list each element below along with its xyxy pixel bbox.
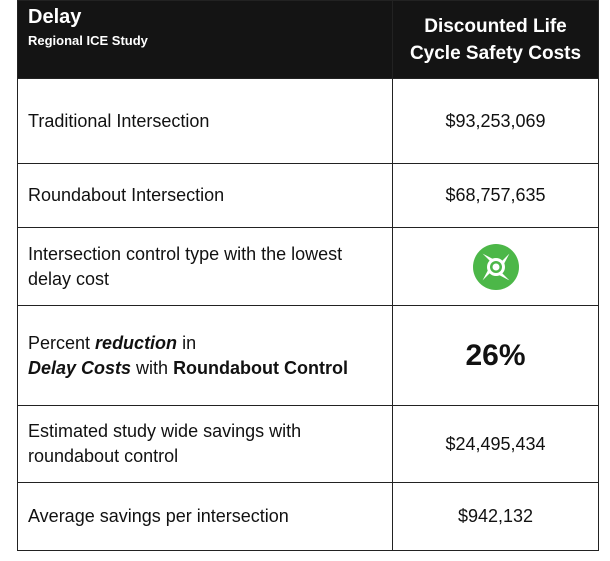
- table-title: Delay: [28, 6, 82, 28]
- row-value: $942,132: [392, 482, 599, 551]
- row-label: Roundabout Intersection: [17, 163, 393, 228]
- row-label: Traditional Intersection: [17, 78, 393, 164]
- row-label: Estimated study wide savings with rounda…: [17, 405, 393, 483]
- table-subtitle: Regional ICE Study: [28, 33, 148, 48]
- row: Intersection control type with the lowes…: [17, 227, 599, 306]
- text: with: [131, 357, 174, 378]
- header-row: Delay Regional ICE Study Discounted Life…: [17, 0, 599, 79]
- row-value: $93,253,069: [392, 78, 599, 164]
- row-label: Intersection control type with the lowes…: [17, 227, 393, 306]
- text: Roundabout Control: [173, 357, 349, 378]
- cost-table: Delay Regional ICE Study Discounted Life…: [17, 0, 599, 551]
- header-cell: Delay Regional ICE Study: [17, 0, 393, 79]
- row-value: $24,495,434: [392, 405, 599, 483]
- column-header: Discounted Life Cycle Safety Costs: [392, 0, 599, 79]
- row: Traditional Intersection $93,253,069: [17, 78, 599, 164]
- row-value: 26%: [392, 305, 599, 406]
- row: Roundabout Intersection $68,757,635: [17, 163, 599, 228]
- text: reduction: [95, 332, 178, 353]
- row: Average savings per intersection $942,13…: [17, 482, 599, 551]
- row-value: $68,757,635: [392, 163, 599, 228]
- row-label: Percent reduction in Delay Costs with Rou…: [17, 305, 393, 406]
- text: Delay Costs: [28, 357, 132, 378]
- roundabout-icon: [472, 243, 519, 290]
- row: Percent reduction in Delay Costs with Rou…: [17, 305, 599, 406]
- row-label: Average savings per intersection: [17, 482, 393, 551]
- icon-cell: [392, 227, 599, 306]
- text: Percent: [28, 332, 96, 353]
- row: Estimated study wide savings with rounda…: [17, 405, 599, 483]
- text: in: [177, 332, 197, 353]
